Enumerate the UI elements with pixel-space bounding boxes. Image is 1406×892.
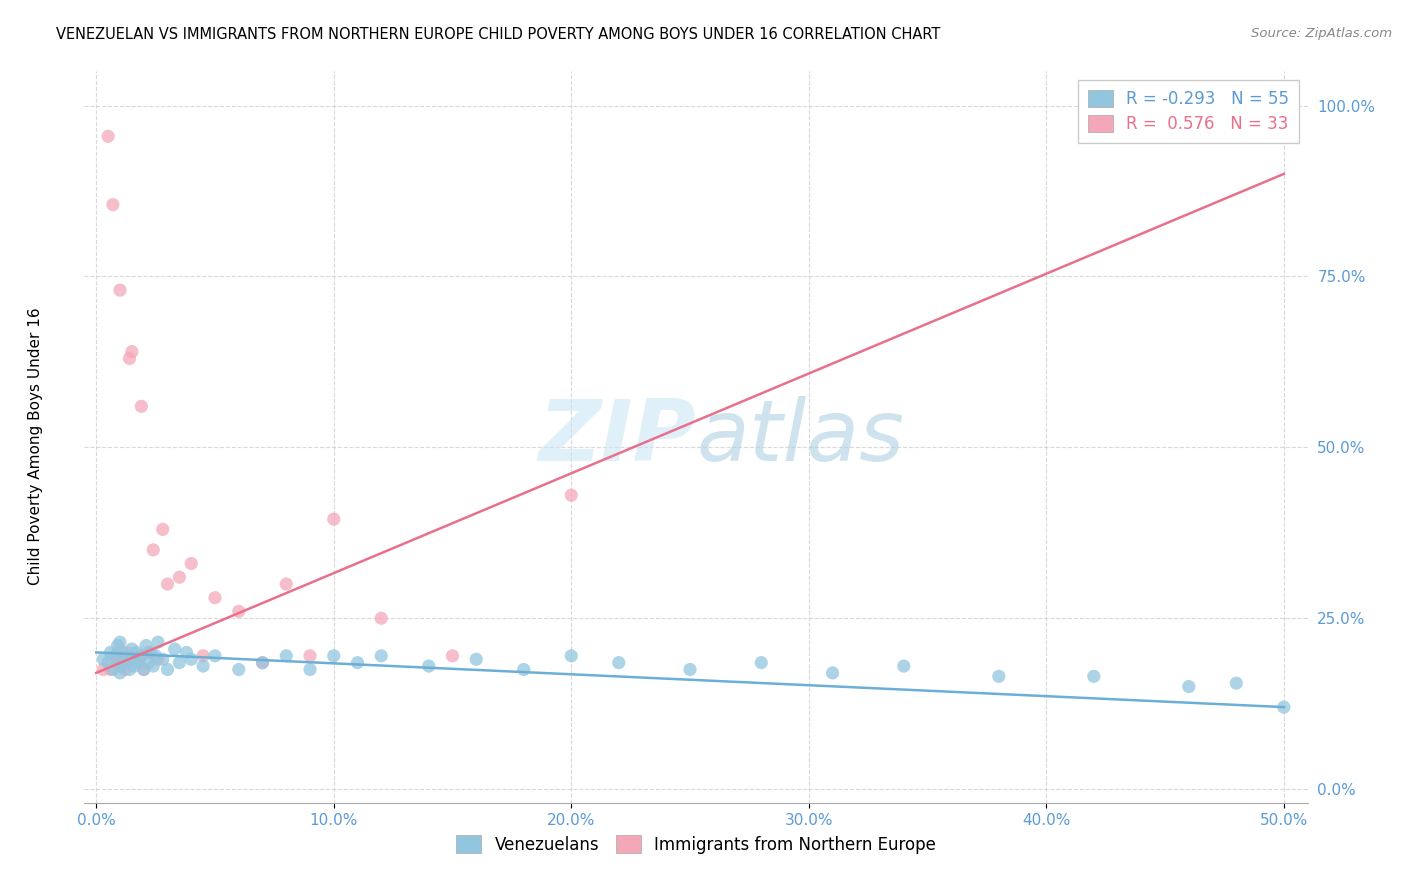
Text: VENEZUELAN VS IMMIGRANTS FROM NORTHERN EUROPE CHILD POVERTY AMONG BOYS UNDER 16 : VENEZUELAN VS IMMIGRANTS FROM NORTHERN E… (56, 27, 941, 42)
Point (108, 283, 131, 297)
Point (138, 645, 160, 659)
Point (204, 648, 226, 663)
Point (121, 652, 143, 666)
Point (118, 663, 141, 677)
Point (97, 129, 120, 144)
Point (252, 656, 274, 670)
Point (607, 656, 630, 670)
Point (115, 648, 138, 663)
Point (131, 648, 153, 663)
Point (156, 663, 179, 677)
Point (465, 652, 488, 666)
Point (146, 635, 169, 649)
Point (276, 577, 298, 591)
Point (128, 652, 150, 666)
Point (121, 344, 143, 359)
Point (93, 652, 115, 666)
Point (152, 652, 174, 666)
Point (1225, 676, 1247, 690)
Point (987, 669, 1010, 683)
Point (749, 656, 772, 670)
Point (228, 604, 250, 618)
Point (169, 656, 191, 670)
Point (418, 659, 440, 673)
Point (97, 656, 120, 670)
Point (163, 642, 186, 657)
Point (107, 645, 129, 659)
Point (121, 642, 143, 657)
Point (132, 663, 155, 677)
Point (180, 652, 202, 666)
Point (104, 648, 127, 663)
Point (191, 659, 214, 673)
Point (145, 648, 167, 663)
Point (821, 665, 844, 680)
Point (101, 663, 124, 677)
Point (322, 648, 344, 663)
Point (125, 648, 148, 663)
Point (100, 663, 122, 677)
Point (560, 488, 582, 502)
Point (1272, 700, 1295, 714)
Point (146, 652, 169, 666)
Point (180, 557, 202, 571)
Text: Source: ZipAtlas.com: Source: ZipAtlas.com (1251, 27, 1392, 40)
Point (111, 645, 134, 659)
Point (441, 648, 464, 663)
Point (560, 648, 582, 663)
Point (191, 648, 214, 663)
Point (122, 659, 145, 673)
Point (125, 645, 148, 659)
Point (142, 659, 165, 673)
Point (152, 522, 174, 536)
Point (114, 656, 136, 670)
Text: atlas: atlas (696, 395, 904, 479)
Point (513, 663, 536, 677)
Point (135, 639, 157, 653)
Point (204, 591, 226, 605)
Point (298, 663, 321, 677)
Point (679, 663, 702, 677)
Point (101, 197, 124, 211)
Point (132, 663, 155, 677)
Point (128, 656, 150, 670)
Point (169, 570, 191, 584)
Point (114, 663, 136, 677)
Point (100, 645, 122, 659)
Point (228, 663, 250, 677)
Point (142, 542, 165, 557)
Point (108, 656, 131, 670)
Point (139, 645, 162, 659)
Point (1083, 669, 1105, 683)
Point (346, 656, 368, 670)
Point (104, 652, 127, 666)
Point (1178, 680, 1201, 694)
Point (131, 400, 153, 414)
Point (107, 639, 129, 653)
Point (118, 351, 141, 366)
Point (115, 645, 138, 659)
Point (93, 663, 115, 677)
Text: Child Poverty Among Boys Under 16: Child Poverty Among Boys Under 16 (28, 307, 42, 585)
Point (176, 645, 198, 659)
Point (252, 656, 274, 670)
Point (108, 665, 131, 680)
Point (108, 635, 131, 649)
Point (322, 512, 344, 526)
Point (138, 656, 160, 670)
Point (156, 577, 179, 591)
Point (108, 659, 131, 673)
Point (370, 648, 392, 663)
Legend: Venezuelans, Immigrants from Northern Europe: Venezuelans, Immigrants from Northern Eu… (450, 829, 942, 860)
Text: ZIP: ZIP (538, 395, 696, 479)
Point (893, 659, 915, 673)
Point (298, 648, 321, 663)
Point (370, 611, 392, 625)
Point (276, 648, 298, 663)
